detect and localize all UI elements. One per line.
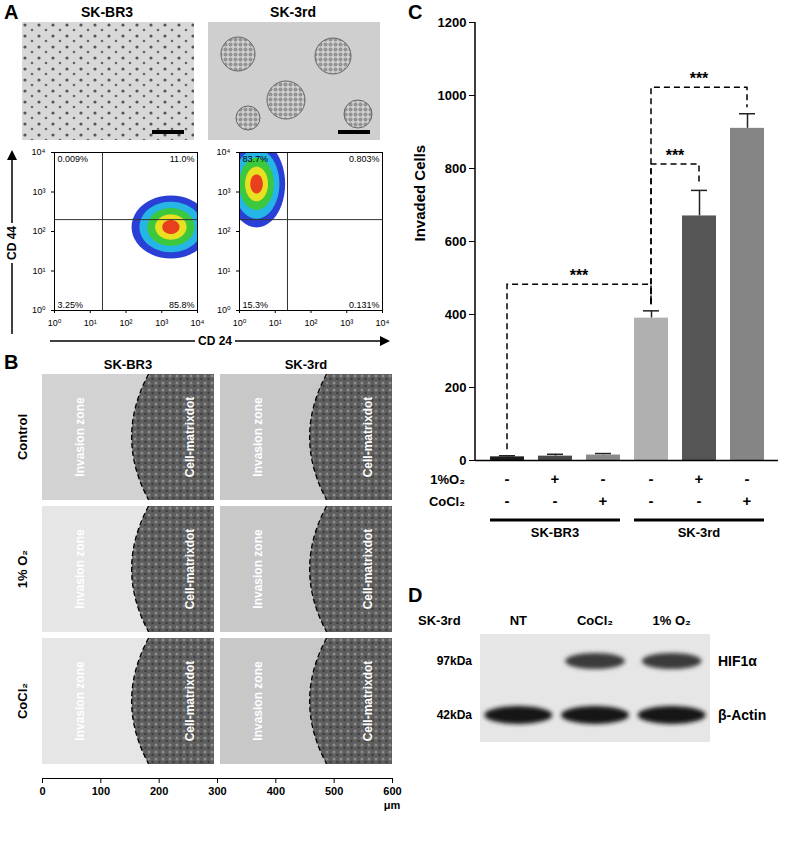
svg-text:10²: 10² [119,318,132,328]
svg-text:1%O₂: 1%O₂ [430,472,465,487]
html-text:D: D [408,584,423,606]
svg-text:0.803%: 0.803% [349,154,380,164]
svg-text:-: - [505,492,510,509]
svg-text:10⁴: 10⁴ [217,147,231,157]
svg-text:100: 100 [92,785,110,797]
html-text:SK-3rd: SK-3rd [270,4,316,20]
svg-text:300: 300 [208,785,226,797]
html-text:Cell-matrixdot: Cell-matrixdot [360,660,375,742]
html-text:SK-3rd: SK-3rd [418,613,461,628]
svg-text:10³: 10³ [340,318,353,328]
svg-text:600: 600 [383,785,401,797]
svg-text:-: - [745,470,750,487]
svg-text:83.7%: 83.7% [243,154,269,164]
svg-text:800: 800 [445,161,467,176]
svg-text:3.25%: 3.25% [58,300,84,310]
html-text:SK-BR3: SK-BR3 [103,357,153,372]
svg-text:600: 600 [445,234,467,249]
svg-text:11.0%: 11.0% [170,154,195,164]
svg-text:10²: 10² [304,318,317,328]
svg-text:SK-BR3: SK-BR3 [531,525,579,540]
svg-text:10⁰: 10⁰ [48,318,62,328]
svg-text:10⁰: 10⁰ [217,305,231,315]
svg-text:***: *** [666,147,685,164]
html-text:1% O₂: 1% O₂ [652,613,691,628]
svg-text:CoCl₂: CoCl₂ [429,494,465,509]
html-text:42kDa: 42kDa [436,708,472,722]
html-text:CD 24: CD 24 [198,334,232,348]
svg-text:0: 0 [39,785,45,797]
svg-text:10²: 10² [217,226,230,236]
html-text:Cell-matrixdot: Cell-matrixdot [360,528,375,610]
svg-text:SK-3rd: SK-3rd [678,525,721,540]
svg-text:200: 200 [150,785,168,797]
svg-text:10⁴: 10⁴ [32,147,46,157]
svg-text:0.131%: 0.131% [349,300,380,310]
svg-text:400: 400 [267,785,285,797]
svg-text:-: - [553,492,558,509]
svg-text:10⁰: 10⁰ [233,318,247,328]
html-text:Cell-matrixdot: Cell-matrixdot [182,396,197,478]
svg-text:85.8%: 85.8% [169,300,195,310]
svg-text:-: - [601,470,606,487]
svg-text:500: 500 [325,785,343,797]
html-text:CoCl₂: CoCl₂ [576,613,614,628]
svg-text:10¹: 10¹ [84,318,97,328]
html-text:Invasion zone: Invasion zone [72,661,87,741]
html-text:97kDa: 97kDa [436,654,472,668]
html-text:Invasion zone: Invasion zone [250,529,265,609]
svg-text:10¹: 10¹ [32,266,45,276]
svg-text:-: - [505,470,510,487]
html-text:A: A [4,1,19,23]
svg-text:10¹: 10¹ [269,318,282,328]
svg-text:***: *** [570,267,589,284]
html-text:Invasion zone: Invasion zone [250,397,265,477]
html-text:Cell-matrixdot: Cell-matrixdot [182,660,197,742]
html-text:Cell-matrixdot: Cell-matrixdot [182,528,197,610]
svg-text:200: 200 [445,380,467,395]
svg-text:1200: 1200 [438,15,467,30]
svg-text:1000: 1000 [438,88,467,103]
html-text:Cell-matrixdot: Cell-matrixdot [360,396,375,478]
html-text:B: B [4,351,19,373]
svg-text:10¹: 10¹ [217,266,230,276]
html-text:β-Actin: β-Actin [718,707,767,723]
svg-text:15.3%: 15.3% [243,300,269,310]
html-text:C: C [408,1,423,23]
svg-text:10⁴: 10⁴ [376,318,390,328]
html-text:SK-BR3: SK-BR3 [80,4,134,20]
svg-text:-: - [649,492,654,509]
svg-text:10⁴: 10⁴ [191,318,205,328]
html-text:CD 44: CD 44 [5,226,19,260]
html-text:μm: μm [383,799,401,811]
svg-text:+: + [551,470,560,487]
svg-text:400: 400 [445,307,467,322]
svg-text:10³: 10³ [155,318,168,328]
html-text:SK-3rd: SK-3rd [284,357,328,372]
html-text:1% O₂: 1% O₂ [14,549,30,589]
svg-text:-: - [649,470,654,487]
html-text:Invasion zone: Invasion zone [72,397,87,477]
svg-text:+: + [599,492,608,509]
html-text:Control: Control [14,413,30,461]
svg-text:10²: 10² [32,226,45,236]
svg-text:Invaded Cells: Invaded Cells [411,145,428,242]
svg-text:0: 0 [459,453,466,468]
html-text:HIF1α: HIF1α [718,653,757,669]
svg-text:+: + [743,492,752,509]
svg-text:10³: 10³ [217,187,230,197]
svg-text:10³: 10³ [32,187,45,197]
svg-text:***: *** [690,70,709,87]
html-text:Invasion zone: Invasion zone [250,661,265,741]
svg-text:-: - [697,492,702,509]
html-text:NT: NT [509,613,527,628]
html-text:Invasion zone: Invasion zone [72,529,87,609]
svg-text:+: + [695,470,704,487]
html-text:CoCl₂: CoCl₂ [14,682,30,720]
svg-text:0.009%: 0.009% [58,154,89,164]
svg-text:10⁰: 10⁰ [32,305,46,315]
